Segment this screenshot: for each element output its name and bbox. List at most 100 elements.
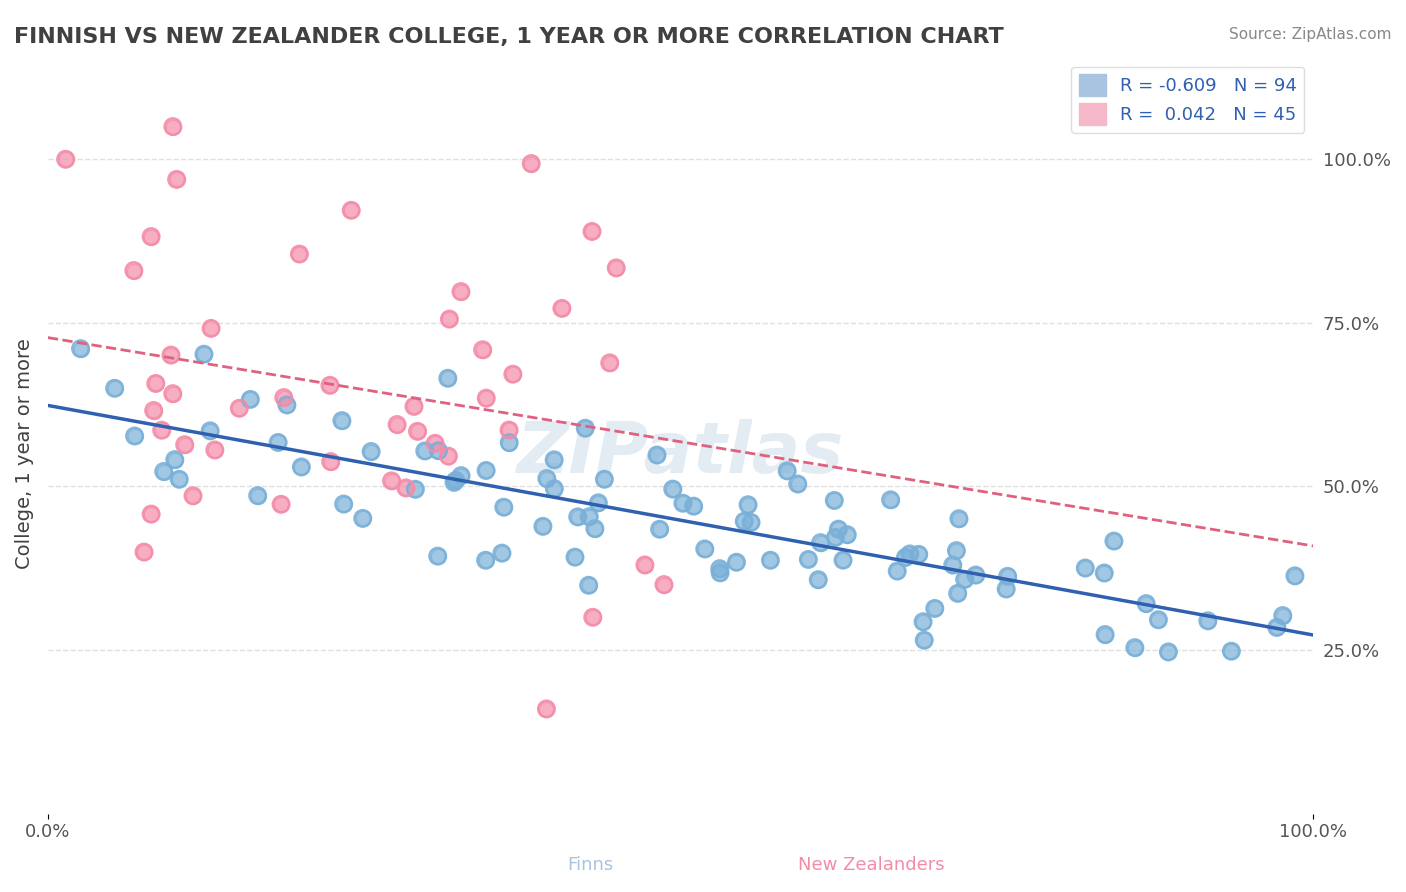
Point (173, 438, 195, 452)
Point (543, 482, 565, 496)
Text: ZIPatlas: ZIPatlas (517, 419, 844, 488)
Point (605, 260, 627, 275)
Point (832, 553, 855, 567)
Point (167, 472, 190, 486)
Point (352, 511, 374, 525)
Point (564, 550, 586, 565)
Point (807, 573, 830, 587)
Point (475, 463, 498, 477)
Point (759, 553, 782, 567)
Point (995, 582, 1018, 596)
Point (946, 586, 969, 600)
Point (330, 414, 353, 428)
Point (150, 423, 173, 437)
Point (661, 482, 683, 496)
Point (1135, 597, 1157, 611)
Point (204, 442, 226, 457)
Point (139, 507, 162, 521)
Point (924, 601, 946, 615)
Legend: R = -0.609   N = 94, R =  0.042   N = 45: R = -0.609 N = 94, R = 0.042 N = 45 (1071, 67, 1305, 133)
Point (193, 347, 215, 361)
Point (352, 511, 374, 525)
Point (139, 229, 162, 244)
Point (578, 578, 600, 592)
Point (776, 464, 799, 478)
Point (273, 391, 295, 405)
Point (395, 481, 418, 495)
Point (786, 477, 808, 491)
Point (737, 498, 759, 512)
Point (995, 582, 1018, 596)
Point (166, 172, 188, 186)
Point (145, 376, 167, 391)
Point (288, 247, 311, 261)
Point (163, 452, 186, 467)
Point (139, 229, 162, 244)
Point (426, 549, 449, 563)
Point (1220, 644, 1243, 658)
Point (319, 378, 342, 392)
Point (709, 566, 731, 580)
Point (404, 483, 426, 497)
Point (104, 381, 127, 395)
Point (543, 452, 565, 467)
Point (543, 452, 565, 467)
Point (894, 550, 917, 565)
Point (437, 449, 460, 463)
Point (599, 356, 621, 370)
Point (200, 321, 222, 335)
Point (737, 498, 759, 512)
Point (104, 381, 127, 395)
Point (652, 577, 675, 591)
Point (648, 522, 671, 536)
Point (693, 541, 716, 556)
Point (436, 371, 458, 385)
Point (582, 610, 605, 624)
Point (246, 489, 269, 503)
Point (965, 568, 987, 582)
Point (948, 512, 970, 526)
Point (581, 225, 603, 239)
Point (827, 522, 849, 536)
Point (1157, 645, 1180, 659)
Point (181, 489, 204, 503)
Point (69, 342, 91, 356)
Point (475, 391, 498, 405)
Point (740, 516, 762, 530)
Point (551, 301, 574, 316)
Point (290, 459, 312, 474)
Point (924, 601, 946, 615)
Point (965, 568, 987, 582)
Point (198, 424, 221, 438)
Text: FINNISH VS NEW ZEALANDER COLLEGE, 1 YEAR OR MORE CORRELATION CHART: FINNISH VS NEW ZEALANDER COLLEGE, 1 YEAR… (14, 27, 1004, 46)
Point (536, 702, 558, 716)
Point (879, 492, 901, 507)
Point (276, 398, 298, 412)
Point (536, 471, 558, 485)
Point (1220, 644, 1243, 658)
Point (759, 553, 782, 567)
Point (340, 203, 363, 218)
Point (475, 391, 498, 405)
Point (439, 312, 461, 326)
Point (578, 509, 600, 524)
Point (55, 153, 77, 167)
Point (520, 156, 543, 170)
Point (1074, 561, 1097, 575)
Point (942, 558, 965, 573)
Point (709, 566, 731, 580)
Point (672, 496, 695, 510)
Point (536, 702, 558, 716)
Point (567, 509, 589, 524)
Point (166, 172, 188, 186)
Point (879, 492, 901, 507)
Point (319, 454, 342, 468)
Point (55, 153, 77, 167)
Point (588, 496, 610, 510)
Text: Source: ZipAtlas.com: Source: ZipAtlas.com (1229, 27, 1392, 42)
Point (942, 558, 965, 573)
Point (181, 489, 204, 503)
Point (709, 562, 731, 576)
Point (837, 527, 859, 541)
Point (786, 477, 808, 491)
